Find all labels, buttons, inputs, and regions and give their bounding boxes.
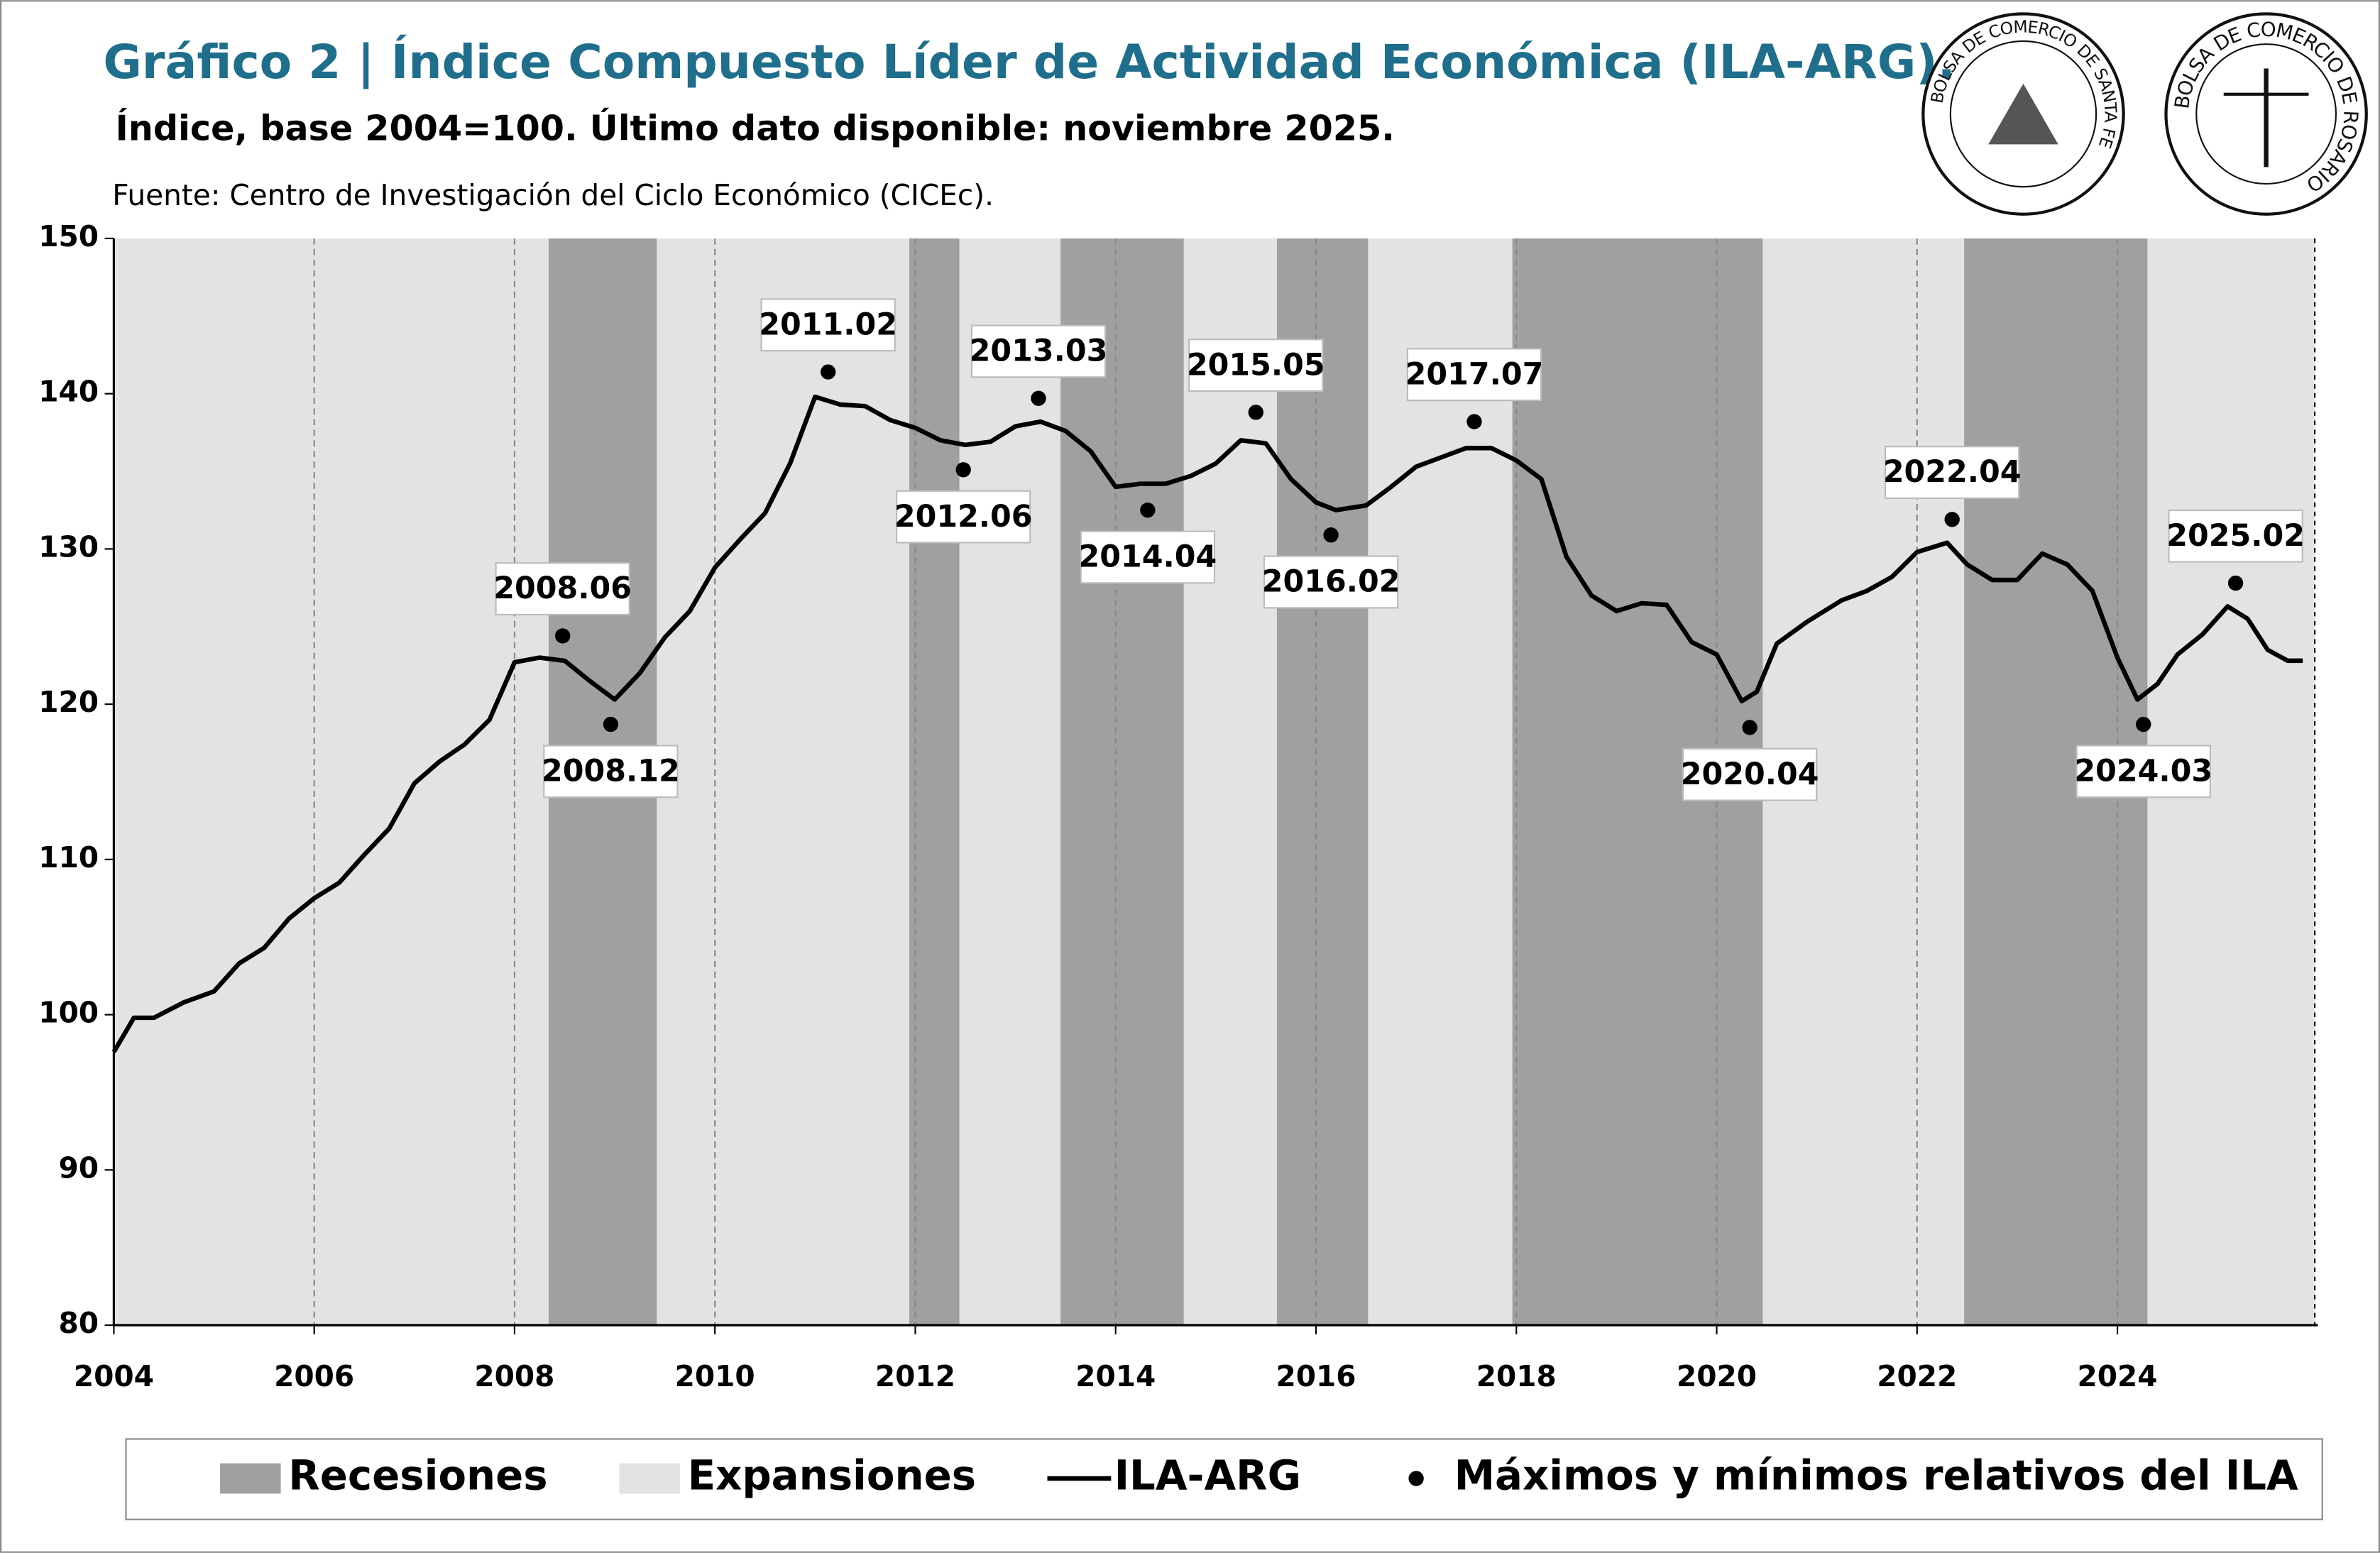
extremum-label: 2013.03: [970, 334, 1108, 369]
expansion-band: [959, 238, 1061, 1326]
y-tick-label: 120: [38, 685, 99, 719]
y-tick-label: 130: [38, 529, 99, 564]
chart-subtitle: Índice, base 2004=100. Último dato dispo…: [116, 107, 1395, 149]
extremum-dot: [554, 628, 571, 644]
legend-swatch: [1408, 1471, 1424, 1486]
x-tick-label: 2006: [274, 1359, 354, 1393]
legend-label: Expansiones: [688, 1452, 976, 1500]
extremum-label: 2024.03: [2074, 753, 2212, 789]
x-tick-label: 2022: [1877, 1359, 1957, 1393]
extremum-label: 2011.02: [759, 307, 897, 342]
data-line: [111, 394, 2303, 1053]
chart-source: Fuente: Centro de Investigación del Cicl…: [112, 178, 994, 212]
extremum-label: 2008.12: [542, 753, 680, 789]
logo-rosario: BOLSA DE COMERCIO DE ROSARIO: [2164, 12, 2368, 216]
x-tick-label: 2012: [875, 1359, 955, 1393]
extremum-dot: [820, 364, 836, 380]
expansion-band: [1183, 238, 1277, 1326]
extremum-label: 2015.05: [1187, 347, 1325, 383]
extremum-label: 2012.06: [894, 499, 1033, 534]
extremum-label: 2017.07: [1405, 356, 1544, 392]
x-tick-label: 2024: [2078, 1359, 2158, 1393]
x-tick-label: 2014: [1075, 1359, 1156, 1393]
expansion-band: [1368, 238, 1513, 1326]
recession-band: [1060, 238, 1184, 1326]
extremum-label: 2014.04: [1079, 539, 1217, 575]
extremum-label-box: [970, 324, 1107, 378]
x-tick-label: 2008: [474, 1359, 554, 1393]
legend-label: Recesiones: [288, 1452, 547, 1500]
extremum-label-box: [1188, 339, 1324, 393]
extremum-dot: [1466, 414, 1482, 429]
extremum-label: 2008.06: [493, 571, 632, 606]
x-tick-label: 2020: [1677, 1359, 1757, 1393]
recession-band: [1276, 238, 1369, 1326]
extremum-label-box: [1263, 555, 1399, 609]
legend-label: Máximos y mínimos relativos del ILA: [1454, 1452, 2298, 1500]
x-tick-label: 2016: [1276, 1359, 1356, 1393]
extremum-dot: [1742, 720, 1757, 735]
x-tick-label: 2018: [1476, 1359, 1557, 1393]
extremum-dot: [1031, 390, 1046, 406]
extremum-label: 2025.02: [2166, 518, 2305, 554]
extremum-label-box: [1406, 348, 1542, 402]
extremum-label-box: [1885, 446, 2020, 499]
extremum-label-box: [1682, 747, 1818, 801]
y-tick-label: 90: [58, 1151, 99, 1185]
legend-label: ILA-ARG: [1114, 1452, 1301, 1500]
extremum-dot: [2136, 716, 2151, 732]
y-tick-label: 100: [38, 996, 99, 1030]
extremum-dot: [603, 716, 619, 732]
expansion-band: [657, 238, 909, 1326]
legend-swatch: [220, 1463, 281, 1494]
extremum-dot: [955, 462, 971, 478]
extremum-label: 2022.04: [1883, 454, 2022, 490]
x-tick-label: 2010: [675, 1359, 755, 1393]
y-tick-label: 140: [38, 375, 99, 409]
extremum-dot: [1323, 527, 1339, 543]
chart-title: Gráfico 2 | Índice Compuesto Líder de Ac…: [103, 34, 1955, 90]
extremum-label-box: [2168, 509, 2303, 563]
y-tick-label: 150: [38, 219, 99, 253]
expansion-band: [114, 238, 549, 1326]
extremum-label-box: [543, 745, 679, 799]
legend: [125, 1438, 2323, 1520]
extremum-label-box: [2075, 745, 2211, 799]
x-tick-label: 2004: [74, 1359, 154, 1393]
extremum-label: 2020.04: [1681, 757, 1819, 792]
extremum-dot: [1944, 512, 1960, 527]
extremum-dot: [2227, 575, 2244, 591]
y-tick-label: 110: [38, 840, 99, 874]
extremum-label-box: [495, 562, 630, 616]
legend-swatch: [619, 1463, 680, 1494]
extremum-dot: [1248, 405, 1263, 420]
extremum-label-box: [896, 490, 1031, 544]
extremum-label-box: [760, 298, 896, 352]
y-tick-label: 80: [58, 1306, 99, 1340]
recession-band: [909, 238, 960, 1326]
extremum-dot: [1140, 503, 1156, 518]
extremum-label: 2016.02: [1262, 564, 1400, 600]
extremum-label-box: [1080, 530, 1216, 584]
